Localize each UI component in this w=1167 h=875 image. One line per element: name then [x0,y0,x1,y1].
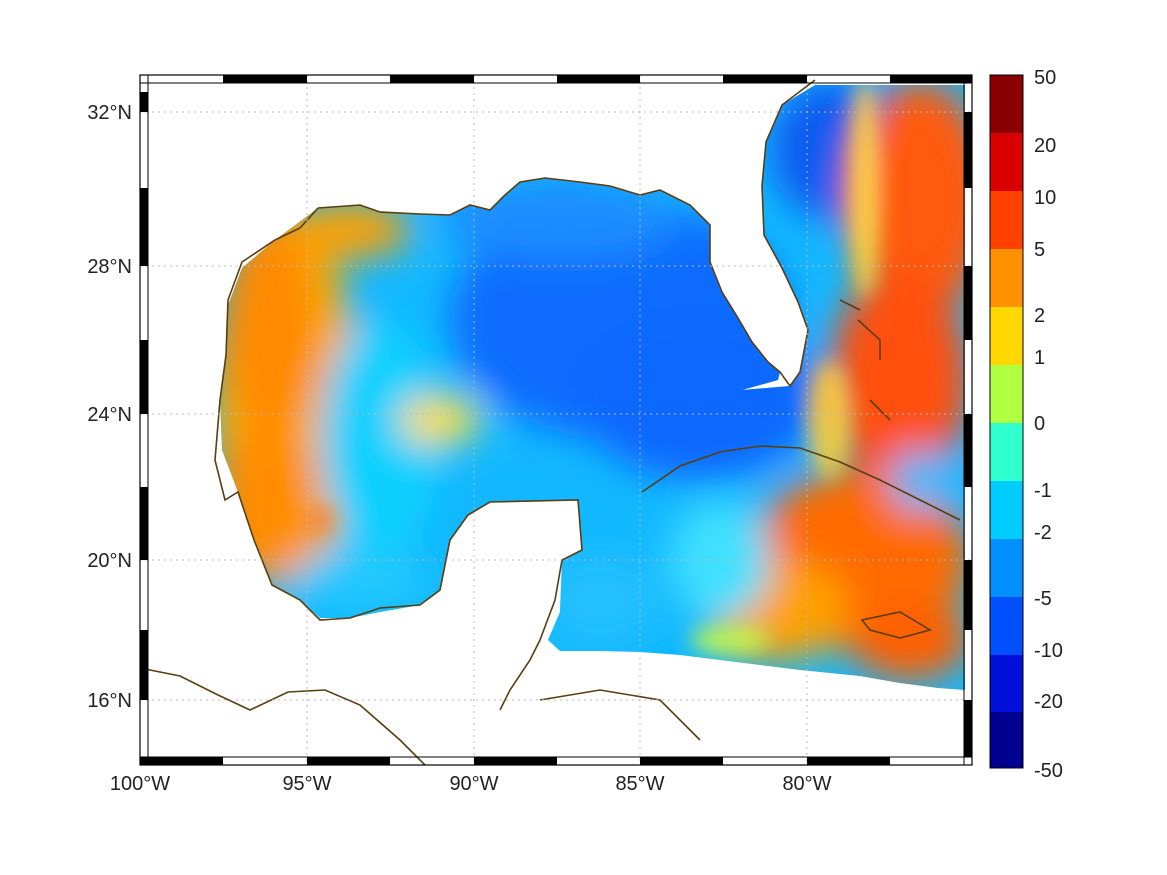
colorbar-segment [990,539,1023,597]
colorbar-segment [990,597,1023,655]
colorbar-segment [990,481,1023,539]
coastline [139,79,961,766]
lon-tick-label: 80°W [782,773,831,795]
colorbar-segment [990,307,1023,365]
lat-tick-label: 20°N [87,550,132,572]
lon-tick-label: 95°W [282,773,331,795]
lat-tick-label: 28°N [87,256,132,278]
lat-tick-labels: 32°N 28°N 24°N 20°N 16°N [87,102,132,712]
colorbar-label: 50 [1034,67,1056,89]
lon-tick-labels: 100°W 95°W 90°W 85°W 80°W [110,773,832,795]
colorbar-label: -50 [1034,760,1063,782]
colorbar-label: 0 [1034,413,1045,435]
colorbar-label: 20 [1034,135,1056,157]
map-frame [139,74,973,766]
colorbar-segment [990,365,1023,423]
colorbar-label: 5 [1034,239,1045,261]
colorbar-label: -10 [1034,640,1063,662]
colorbar-segment [990,75,1023,133]
colorbar-segment [990,133,1023,191]
lon-tick-label: 90°W [449,773,498,795]
colorbar-label: -1 [1034,480,1052,502]
colorbar-label: -2 [1034,522,1052,544]
colorbar-segment [990,191,1023,249]
colorbar-label: -20 [1034,691,1063,713]
colorbar: 50 20 10 5 2 1 0 -1 -2 -5 -10 -20 -50 [989,67,1063,782]
colorbar-segment [990,712,1023,768]
lat-lon-grid [140,75,972,765]
lon-tick-label: 100°W [110,773,170,795]
lat-tick-label: 32°N [87,102,132,124]
lon-tick-label: 85°W [615,773,664,795]
colorbar-label: -5 [1034,588,1052,610]
colorbar-label: 1 [1034,347,1045,369]
colorbar-segment [990,249,1023,307]
colorbar-label: 10 [1034,187,1056,209]
sea-level-field [220,85,965,690]
colorbar-segment [990,423,1023,481]
colorbar-segment [990,655,1023,712]
lat-tick-label: 16°N [87,690,132,712]
lat-tick-label: 24°N [87,404,132,426]
colorbar-label: 2 [1034,305,1045,327]
